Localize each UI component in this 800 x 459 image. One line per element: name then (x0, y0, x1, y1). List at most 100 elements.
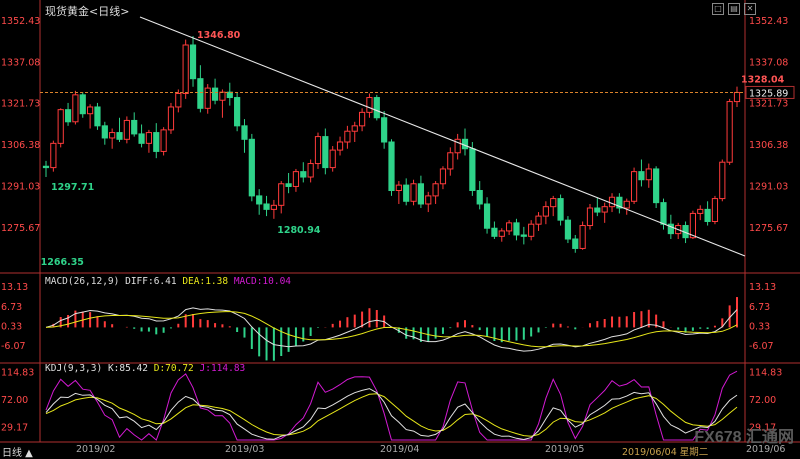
candle-body (638, 171, 645, 181)
candle-body (630, 171, 638, 202)
candle-body (535, 215, 542, 225)
candle-body (388, 141, 395, 192)
candle-body (278, 183, 285, 206)
candle-body (366, 97, 373, 113)
macd-y-tick-right: 6.73 (749, 302, 770, 313)
candle-body (395, 184, 402, 192)
low-annotation-mid: 1280.94 (277, 225, 321, 236)
candle-body (256, 195, 263, 205)
y-tick-label-right: 1321.73 (749, 99, 788, 110)
kdj-title: KDJ(9,3,3) (45, 363, 103, 374)
x-tick-label: 2019/05 (545, 444, 585, 455)
close-icon[interactable]: ✕ (744, 3, 756, 15)
candle-body (204, 87, 211, 109)
watermark-logo: FX678 汇通网 (694, 429, 794, 446)
macd-dea: DEA:1.38 (182, 276, 229, 287)
macd-y-tick-right: -6.07 (749, 341, 774, 352)
macd-dea-line (45, 310, 738, 348)
candle-body (616, 196, 623, 209)
candle-body (726, 101, 733, 163)
x-tick-label: 2019/04 (380, 444, 420, 455)
x-tick-label: 2019/03 (225, 444, 265, 455)
low-annotation-left: 1297.71 (51, 182, 94, 193)
candle-body (175, 92, 182, 108)
y-tick-label: 1352.43 (1, 16, 40, 27)
chart-title: 现货黄金<日线> (45, 5, 130, 18)
candle-body (57, 109, 64, 144)
candle-body (439, 168, 447, 185)
restore-icon[interactable]: □ (712, 3, 724, 15)
candle-body (270, 204, 277, 210)
macd-y-tick: 0.33 (1, 321, 22, 332)
candle-body (520, 234, 527, 237)
candle-body (476, 190, 483, 205)
macd-title: MACD(26,12,9) (45, 276, 120, 287)
candle-body (623, 200, 630, 209)
candle-body (704, 208, 711, 222)
y-tick-label-right: 1337.08 (749, 57, 788, 68)
macd-value: MACD:10.04 (233, 276, 292, 287)
candle-body (689, 212, 696, 239)
macd-y-tick-right: 0.33 (749, 321, 770, 332)
candle-body (594, 207, 601, 213)
y-tick-label: 1275.67 (1, 223, 40, 234)
current-price-label: 1325.89 (749, 88, 788, 99)
candle-body (123, 119, 130, 140)
y-tick-label-right: 1275.67 (749, 223, 788, 234)
macd-y-tick: 6.73 (1, 302, 22, 313)
candle-body (109, 132, 116, 139)
macd-y-tick: 13.13 (1, 282, 28, 293)
candle-body (528, 223, 535, 237)
candle-body (660, 202, 667, 225)
candle-body (498, 230, 505, 237)
candle-body (425, 195, 432, 205)
candle-body (432, 183, 439, 197)
candle-body (667, 223, 674, 235)
y-tick-label-right: 1306.38 (749, 140, 788, 151)
candle-body (79, 94, 86, 115)
candle-body (226, 91, 233, 99)
candle-body (653, 168, 660, 204)
x-tick-label-last: 2019/06 (746, 444, 786, 455)
candle-body (300, 171, 307, 178)
candle-body (241, 125, 248, 140)
candle-body (234, 97, 241, 127)
candle-body (329, 149, 336, 169)
y-tick-label: 1321.73 (1, 99, 40, 110)
candle-body (197, 78, 204, 109)
candle-body (697, 208, 704, 214)
candle-body (42, 165, 50, 169)
kdj-y-tick: 29.17 (1, 423, 28, 434)
candle-body (469, 148, 476, 192)
candle-body (358, 111, 366, 127)
candle-body (454, 138, 461, 154)
candle-body (608, 196, 616, 208)
kdj-d: D:70.72 (153, 363, 194, 374)
candle-body (506, 222, 513, 232)
candle-body (403, 184, 410, 202)
period-selector[interactable]: 日线 ▲ (2, 448, 33, 459)
candle-body (336, 141, 344, 151)
candle-body (601, 206, 608, 213)
kdj-j: J:114.83 (199, 363, 246, 374)
kdj-y-tick: 114.83 (1, 368, 34, 379)
candle-body (572, 238, 579, 249)
candle-body (461, 138, 469, 150)
kdj-header: KDJ(9,3,3) K:85.42 D:70.72 J:114.83 (45, 363, 245, 374)
y-tick-label: 1306.38 (1, 140, 40, 151)
candle-body (733, 91, 741, 103)
candle-body (116, 132, 123, 140)
candle-body (314, 136, 322, 165)
candle-body (373, 97, 380, 119)
candle-body (557, 198, 564, 221)
candle-body (263, 203, 270, 210)
settings-icon[interactable]: ▤ (728, 3, 740, 15)
y-tick-label-right: 1291.03 (749, 181, 788, 192)
x-tick-label: 2019/02 (76, 444, 116, 455)
macd-header: MACD(26,12,9) DIFF:6.41 DEA:1.38 MACD:10… (45, 276, 291, 287)
candle-body (285, 183, 292, 187)
y-tick-label: 1291.03 (1, 181, 40, 192)
kdj-y-tick: 72.00 (1, 395, 28, 406)
candle-body (447, 152, 454, 170)
